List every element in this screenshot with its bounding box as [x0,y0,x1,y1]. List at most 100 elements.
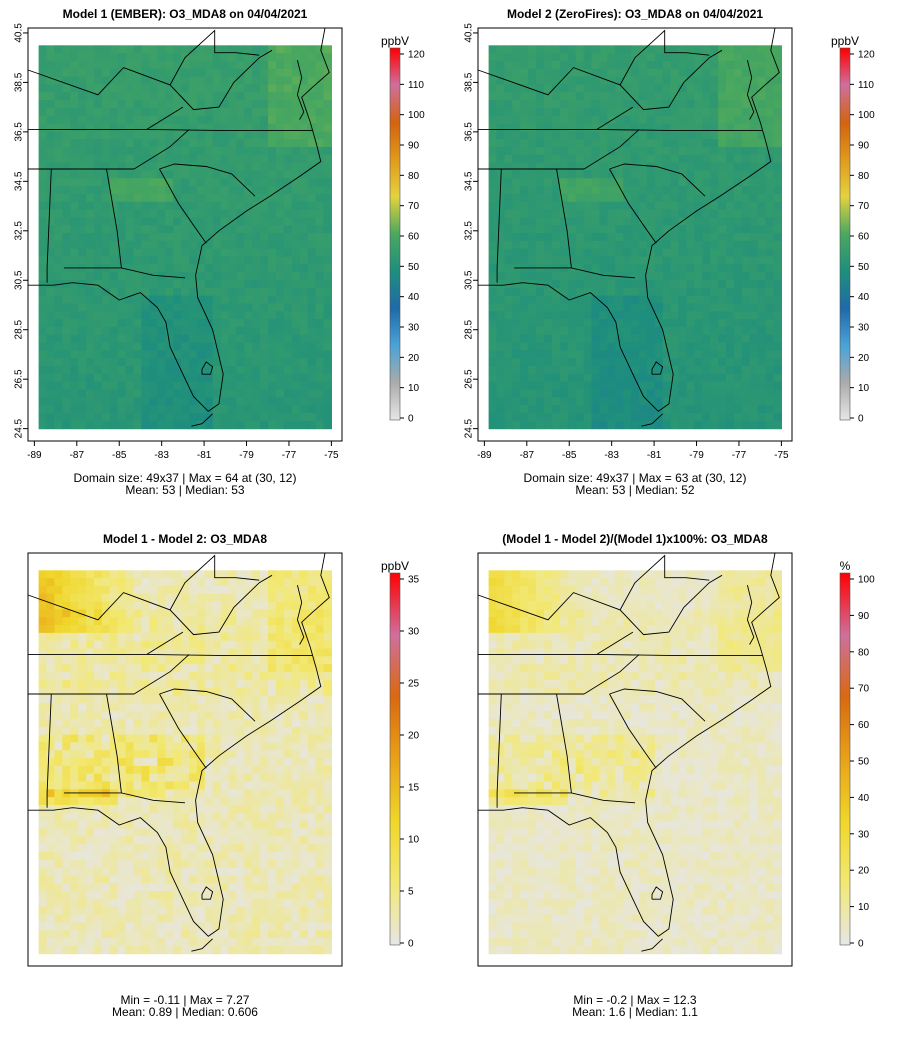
x-tick-label: -81 [197,450,212,461]
color-bar-tick-label: 110 [858,80,874,91]
color-bar-tick-label: 50 [408,262,420,273]
x-tick-label: -77 [732,450,747,461]
caption-stats-2: Mean: 1.6 | Median: 1.1 [572,1005,698,1019]
boundary-line [596,631,634,655]
plot-frame [477,27,793,442]
color-bar-tick-label: 50 [858,757,870,768]
x-tick-label: -75 [324,450,339,461]
boundary-line [191,413,213,427]
map-outlines [27,552,330,952]
y-tick-label: 38.5 [464,72,475,92]
color-bar-tick-label: 90 [858,141,870,152]
boundary-line [641,938,663,952]
x-tick-label: -79 [239,450,254,461]
heat-field [488,45,782,430]
color-bar-tick-label: 0 [408,939,414,950]
boundary-line [296,59,305,120]
boundary-line [478,27,780,412]
y-tick-label: 24.5 [14,418,25,438]
panel-2: Model 2 (ZeroFires): O3_MDA8 on 04/04/20… [464,7,876,497]
color-bar-unit: ppbV [381,559,409,573]
color-bar-tick-label: 20 [858,866,870,877]
boundary-line [46,168,52,283]
boundary-line [169,554,260,611]
y-tick-label: 32.5 [14,221,25,241]
boundary-line [609,688,706,722]
x-tick-label: -83 [154,450,169,461]
panel-1: Model 1 (EMBER): O3_MDA8 on 04/04/2021 -8… [14,7,426,497]
map-outlines [477,27,780,427]
boundary-line [609,693,657,769]
boundary-line [478,552,780,937]
y-tick-label: 36.5 [14,122,25,142]
color-bar-tick-label: 100 [858,110,875,121]
y-tick-label: 28.5 [464,320,475,340]
plot-frame [477,552,793,967]
heat-field [38,570,332,955]
color-bar-tick-label: 120 [858,50,875,61]
boundary-line [28,653,313,657]
y-tick-label: 32.5 [464,221,475,241]
color-bar-tick-label: 40 [858,292,870,303]
color-bar [839,47,851,421]
color-bar-tick-label: 40 [408,292,420,303]
color-bar-tick-label: 25 [408,679,420,690]
color-bar-tick-label: 30 [858,323,870,334]
boundary-line [133,654,190,695]
color-bar-tick-label: 0 [858,414,864,425]
boundary-line [496,693,502,808]
boundary-line [169,29,260,86]
color-bar-tick-label: 80 [858,647,870,658]
boundary-line [651,361,664,375]
color-bar-tick-label: 80 [858,171,870,182]
caption-stats-2: Mean: 0.89 | Median: 0.606 [112,1005,258,1019]
panel-title: Model 1 (EMBER): O3_MDA8 on 04/04/2021 [63,7,308,21]
boundary-line [478,653,763,657]
color-bar-tick-label: 10 [408,383,420,394]
color-bar-tick-label: 90 [858,611,870,622]
caption-stats-2: Mean: 53 | Median: 53 [125,483,245,497]
color-bar-tick-label: 60 [408,232,420,243]
boundary-line [64,792,186,804]
x-tick-label: -85 [112,450,127,461]
color-bar-tick-label: 90 [408,141,420,152]
caption-stats-1: Min = -0.2 | Max = 12.3 [573,993,697,1007]
plot-frame [27,27,343,442]
boundary-line [296,584,305,645]
color-bar-tick-label: 30 [858,829,870,840]
boundary-line [514,267,636,279]
x-tick-label: -87 [70,450,85,461]
color-bar-tick-label: 40 [858,793,870,804]
x-tick-label: -75 [774,450,789,461]
boundary-line [64,267,186,279]
boundary-line [583,129,640,170]
color-bar-tick-label: 15 [408,783,420,794]
color-bar-tick-label: 30 [408,323,420,334]
color-bar-tick-label: 80 [408,171,420,182]
panel-title: Model 2 (ZeroFires): O3_MDA8 on 04/04/20… [507,7,763,21]
color-bar-tick-label: 110 [408,80,424,91]
boundary-line [159,688,256,722]
boundary-line [619,29,710,86]
color-bar-tick-label: 100 [408,110,425,121]
color-bar-tick-label: 0 [858,939,864,950]
boundary-line [477,49,723,111]
boundary-line [477,574,723,636]
boundary-line [596,106,634,130]
color-bar-tick-label: 120 [408,50,425,61]
x-tick-label: -81 [647,450,662,461]
y-tick-label: 38.5 [14,72,25,92]
panel-3: Model 1 - Model 2: O3_MDA8 ppbV 0 5 10 15 20 25… [27,532,420,1019]
boundary-line [201,886,214,900]
panel-title: Model 1 - Model 2: O3_MDA8 [103,532,267,546]
x-tick-label: -87 [520,450,535,461]
boundary-line [583,654,640,695]
boundary-line [28,552,330,937]
boundary-line [27,574,273,636]
color-bar-tick-label: 60 [858,232,870,243]
color-bar [839,572,851,946]
y-tick-label: 34.5 [14,171,25,191]
color-bar-tick-label: 0 [408,414,414,425]
boundary-line [641,413,663,427]
boundary-line [191,938,213,952]
